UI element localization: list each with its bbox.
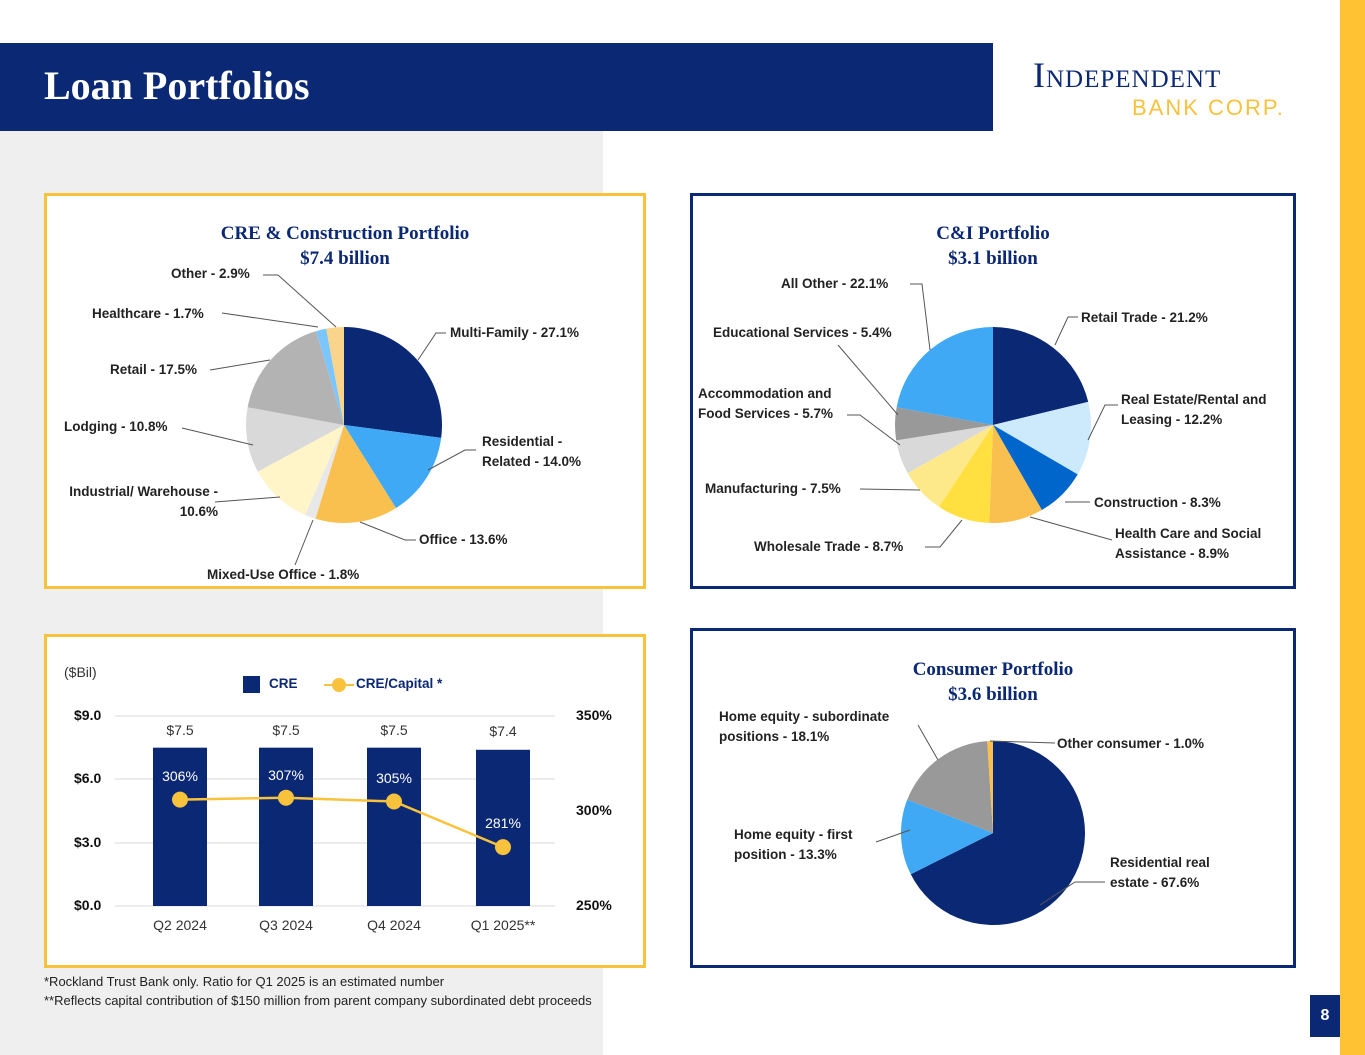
- footnote-2: **Reflects capital contribution of $150 …: [44, 993, 592, 1008]
- bar: [259, 747, 313, 906]
- consumer-chart-title: Consumer Portfolio: [912, 659, 1074, 680]
- bar-data-label: $7.5: [380, 722, 408, 738]
- x-tick: Q1 2025**: [470, 917, 536, 933]
- slice-label: Healthcare - 1.7%: [92, 306, 204, 321]
- y-tick: $6.0: [74, 770, 102, 786]
- slice-label: Home equity - subordinate positions - 18…: [719, 709, 890, 744]
- y-tick: $9.0: [74, 707, 102, 723]
- logo-line2: BANK CORP.: [1132, 95, 1285, 120]
- ratio-line: [179, 796, 504, 849]
- ratio-data-label: 305%: [376, 770, 412, 786]
- bar: [476, 749, 530, 906]
- slice-label: Retail - 17.5%: [110, 362, 198, 377]
- slice-label: Office - 13.6%: [419, 532, 508, 547]
- x-tick: Q2 2024: [153, 917, 207, 933]
- footnote-1: *Rockland Trust Bank only. Ratio for Q1 …: [44, 974, 445, 989]
- ratio-data-label: 281%: [485, 815, 521, 831]
- ratio-data-label: 306%: [162, 768, 198, 784]
- slice-label: Real Estate/Rental and Leasing - 12.2%: [1121, 392, 1267, 427]
- pie-slice: [938, 425, 993, 523]
- pie-slice: [257, 425, 344, 515]
- y2-tick: 350%: [576, 707, 612, 723]
- pie-slice: [326, 327, 344, 425]
- y-tick: $0.0: [74, 897, 102, 913]
- ci-chart-title: C&I Portfolio: [936, 223, 1050, 244]
- ratio-point: [386, 793, 402, 810]
- ratio-point: [278, 789, 294, 806]
- cre-chart-title: CRE & Construction Portfolio: [220, 223, 470, 244]
- pie-slice: [907, 425, 993, 507]
- header-bar: [0, 43, 993, 131]
- pie-slice: [987, 741, 993, 833]
- slice-label: Health Care and Social Assistance - 8.9%: [1115, 526, 1262, 561]
- pie-slice: [344, 425, 442, 509]
- accent-stripe: [1340, 0, 1365, 1055]
- slice-label: Other - 2.9%: [171, 266, 250, 281]
- bar-data-label: $7.4: [489, 723, 517, 739]
- pie-slice: [316, 328, 344, 425]
- x-tick: Q3 2024: [259, 917, 313, 933]
- pie-slice: [993, 401, 1091, 475]
- slice-label: Residential real estate - 67.6%: [1110, 855, 1210, 890]
- slice-label: Other consumer - 1.0%: [1057, 736, 1205, 751]
- page-title: Loan Portfolios: [44, 63, 310, 108]
- legend-label-ratio: CRE/Capital *: [356, 676, 443, 691]
- slice-label: Industrial/ Warehouse - 10.6%: [69, 484, 218, 519]
- slice-label: All Other - 22.1%: [781, 276, 889, 291]
- logo-line1: Independent: [1033, 55, 1222, 95]
- slice-label: Retail Trade - 21.2%: [1081, 310, 1208, 325]
- legend-marker-ratio: [324, 678, 354, 692]
- cre-chart-subtitle: $7.4 billion: [300, 248, 390, 269]
- bar-data-label: $7.5: [166, 722, 194, 738]
- legend-label-cre: CRE: [269, 676, 298, 691]
- bar: [367, 747, 421, 906]
- ci-chart-subtitle: $3.1 billion: [948, 248, 1038, 269]
- unit-label: ($Bil): [64, 664, 97, 680]
- pie-slice: [896, 326, 993, 425]
- pie-slice: [907, 741, 993, 833]
- ratio-point: [495, 839, 511, 856]
- slice-label: Accommodation and Food Services - 5.7%: [698, 386, 834, 421]
- pie-slice: [247, 331, 344, 425]
- pie-slice: [895, 407, 993, 441]
- y-tick: $3.0: [74, 834, 102, 850]
- pie-slice: [910, 741, 1085, 926]
- page-number: 8: [1310, 995, 1340, 1037]
- slice-label: Wholesale Trade - 8.7%: [754, 539, 904, 554]
- pie-slice: [315, 425, 396, 524]
- pie-slice: [246, 407, 344, 472]
- x-tick: Q4 2024: [367, 917, 421, 933]
- pie-slice: [896, 425, 993, 474]
- leader-lines: [181, 274, 1118, 906]
- ratio-data-label: 307%: [268, 767, 304, 783]
- pie-slice: [344, 327, 442, 438]
- pie-slice: [989, 425, 1042, 523]
- slice-label: Residential - Related - 14.0%: [482, 434, 582, 469]
- footnotes: *Rockland Trust Bank only. Ratio for Q1 …: [44, 972, 604, 1010]
- slice-label: Manufacturing - 7.5%: [705, 481, 841, 496]
- consumer-chart-subtitle: $3.6 billion: [948, 684, 1038, 705]
- legend-swatch-cre: [243, 676, 260, 693]
- pie-slice: [305, 425, 344, 519]
- y2-tick: 250%: [576, 897, 612, 913]
- pie-slice: [993, 327, 1089, 425]
- slice-label: Construction - 8.3%: [1094, 495, 1221, 510]
- slice-label: Home equity - first position - 13.3%: [734, 827, 853, 862]
- pie-slice: [901, 799, 993, 875]
- y2-tick: 300%: [576, 802, 612, 818]
- bar: [153, 747, 207, 906]
- bar-data-label: $7.5: [272, 722, 300, 738]
- pie-slice: [993, 425, 1078, 510]
- slice-label: Mixed-Use Office - 1.8%: [207, 567, 360, 582]
- slice-label: Multi-Family - 27.1%: [450, 325, 580, 340]
- slice-label: Lodging - 10.8%: [64, 419, 168, 434]
- ratio-point: [172, 791, 188, 808]
- slice-label: Educational Services - 5.4%: [713, 325, 892, 340]
